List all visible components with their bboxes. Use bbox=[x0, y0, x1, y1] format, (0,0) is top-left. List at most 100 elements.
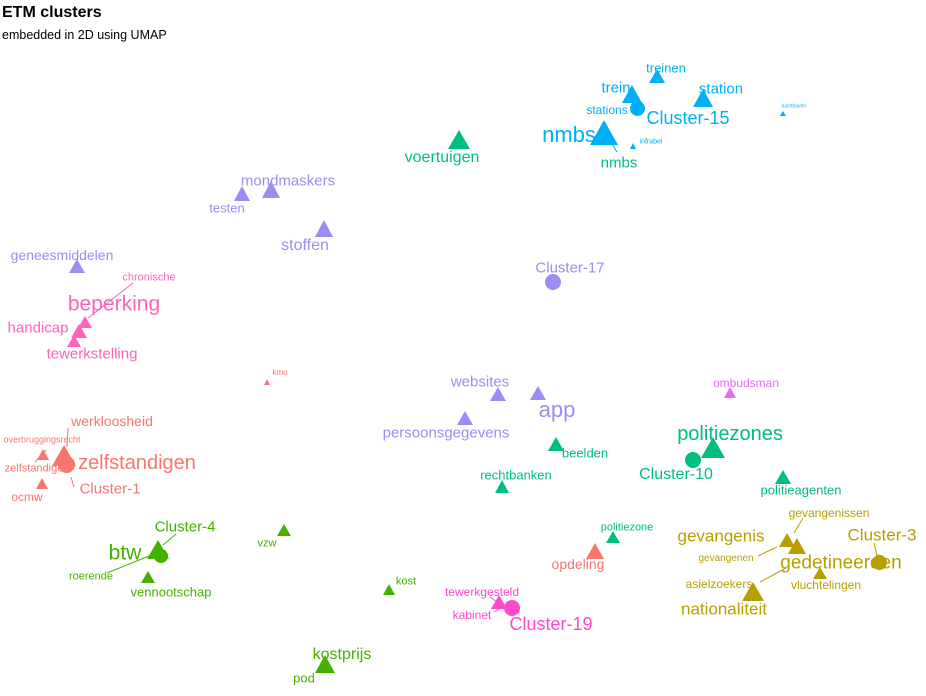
point-label-roerende: roerende bbox=[68, 570, 114, 583]
point-label-stations: stations bbox=[586, 103, 628, 117]
triangle-marker bbox=[775, 470, 791, 484]
triangle-marker bbox=[606, 531, 620, 543]
point-label-nationaliteit: nationaliteit bbox=[680, 599, 768, 619]
triangle-marker bbox=[490, 387, 506, 401]
point-label-cluster-15: Cluster-15 bbox=[646, 108, 730, 128]
triangle-marker bbox=[35, 477, 48, 489]
triangle-marker bbox=[263, 379, 270, 385]
point-label-opdeling: opdeling bbox=[551, 556, 605, 572]
leader-line bbox=[793, 517, 804, 534]
point-label-politiezone: politiezone bbox=[600, 521, 654, 534]
triangle-marker bbox=[315, 655, 335, 673]
point-label-rechtbanken: rechtbanken bbox=[480, 467, 552, 483]
triangle-marker bbox=[590, 119, 618, 145]
point-label-cluster-19: Cluster-19 bbox=[509, 614, 593, 634]
point-label-treinen: treinen bbox=[646, 60, 686, 76]
triangle-marker bbox=[530, 386, 546, 400]
leader-line bbox=[70, 476, 75, 488]
circle-marker bbox=[629, 100, 645, 116]
point-label-cluster-10: Cluster-10 bbox=[639, 466, 713, 483]
circle-marker bbox=[504, 600, 520, 616]
triangle-marker bbox=[629, 143, 636, 149]
triangle-marker bbox=[494, 479, 509, 493]
point-label-werkloosheid: werkloosheid bbox=[71, 413, 153, 429]
circle-marker bbox=[871, 554, 887, 570]
circle-marker bbox=[685, 452, 701, 468]
point-label-zelfstandigen: zelfstandigen bbox=[78, 452, 196, 474]
point-label-cluster-4: Cluster-4 bbox=[154, 518, 216, 536]
triangle-marker bbox=[693, 89, 713, 107]
triangle-marker bbox=[448, 129, 470, 149]
triangle-marker bbox=[548, 437, 564, 451]
point-label-gevangenis: gevangenis bbox=[677, 526, 765, 546]
point-label-vluchtelingen: vluchtelingen bbox=[790, 578, 862, 592]
circle-marker bbox=[57, 455, 75, 473]
triangle-marker bbox=[724, 386, 736, 398]
triangle-marker bbox=[37, 448, 49, 460]
triangle-marker bbox=[742, 581, 764, 601]
point-label-gevangenissen: gevangenissen bbox=[788, 506, 870, 520]
point-label-politieagenten: politieagenten bbox=[760, 482, 842, 498]
point-label-cluster-1: Cluster-1 bbox=[79, 480, 141, 498]
point-label-asielzoekers: asielzoekers bbox=[685, 577, 753, 591]
leader-line bbox=[757, 546, 778, 557]
circle-marker bbox=[154, 549, 168, 563]
point-label-ocmw: ocmw bbox=[11, 490, 43, 504]
point-label-websites: websites bbox=[450, 373, 510, 391]
point-label-stoffen: stoffen bbox=[281, 237, 329, 254]
triangle-marker bbox=[71, 324, 87, 338]
point-label-voertuigen: voertuigen bbox=[404, 149, 480, 166]
triangle-marker bbox=[277, 524, 291, 536]
point-label-beperking: beperking bbox=[67, 292, 161, 316]
point-label-persoonsgegevens: persoonsgegevens bbox=[382, 424, 510, 442]
point-label-geneesmiddelen: geneesmiddelen bbox=[10, 247, 114, 263]
triangle-marker bbox=[383, 583, 395, 595]
triangle-marker bbox=[69, 259, 85, 273]
triangle-marker bbox=[457, 411, 473, 425]
point-label-infrabel: infrabel bbox=[639, 138, 663, 146]
point-label-kost: kost bbox=[395, 575, 417, 588]
triangle-marker bbox=[314, 219, 333, 237]
point-label-gedetineerden: gedetineerden bbox=[780, 552, 902, 574]
point-label-gevangenen: gevangenen bbox=[698, 553, 754, 564]
point-label-cluster-3: Cluster-3 bbox=[847, 525, 917, 545]
triangle-marker bbox=[701, 436, 725, 458]
triangle-marker bbox=[622, 85, 642, 103]
point-label-vzw: vzw bbox=[257, 537, 277, 550]
point-label-politiezones: politiezones bbox=[677, 423, 783, 445]
point-label-vennootschap: vennootschap bbox=[130, 584, 212, 600]
triangle-marker bbox=[780, 110, 786, 116]
point-label-trein: trein bbox=[601, 79, 631, 97]
point-label-btw: btw bbox=[108, 541, 142, 565]
point-label-overbruggingsrecht: overbruggingsrecht bbox=[3, 434, 81, 445]
triangle-marker bbox=[586, 543, 604, 559]
triangle-marker bbox=[67, 335, 81, 347]
point-label-mondmaskers: mondmaskers bbox=[240, 172, 336, 190]
triangle-marker bbox=[649, 69, 665, 83]
triangle-marker bbox=[788, 538, 806, 554]
point-label-tewerkstelling: tewerkstelling bbox=[46, 345, 138, 363]
point-label-nmbs: nmbs bbox=[542, 122, 596, 147]
point-label-tewerkgesteld: tewerkgesteld bbox=[444, 585, 520, 599]
point-label-nmbs: nmbs bbox=[600, 154, 638, 172]
chart-subtitle: embedded in 2D using UMAP bbox=[2, 28, 167, 42]
triangle-marker bbox=[813, 567, 827, 579]
triangle-marker bbox=[491, 595, 507, 609]
point-label-app: app bbox=[538, 397, 576, 422]
triangle-marker bbox=[261, 180, 280, 198]
point-label-pod: pod bbox=[293, 670, 315, 686]
point-label-luchthaven: luchthaven bbox=[781, 103, 807, 110]
point-label-kostprijs: kostprijs bbox=[312, 646, 372, 663]
point-label-beelden: beelden bbox=[561, 445, 609, 461]
point-label-ombudsman: ombudsman bbox=[712, 376, 780, 390]
triangle-marker bbox=[141, 571, 155, 583]
point-label-kmo: kmo bbox=[272, 368, 288, 377]
triangle-marker bbox=[233, 185, 250, 201]
point-label-zelfstandige: zelfstandige bbox=[4, 462, 64, 475]
point-label-station: station bbox=[698, 80, 744, 98]
point-label-cluster-17: Cluster-17 bbox=[535, 259, 605, 277]
point-label-handicap: handicap bbox=[7, 319, 69, 337]
point-label-chronische: chronische bbox=[122, 271, 176, 284]
point-label-testen: testen bbox=[209, 200, 245, 216]
